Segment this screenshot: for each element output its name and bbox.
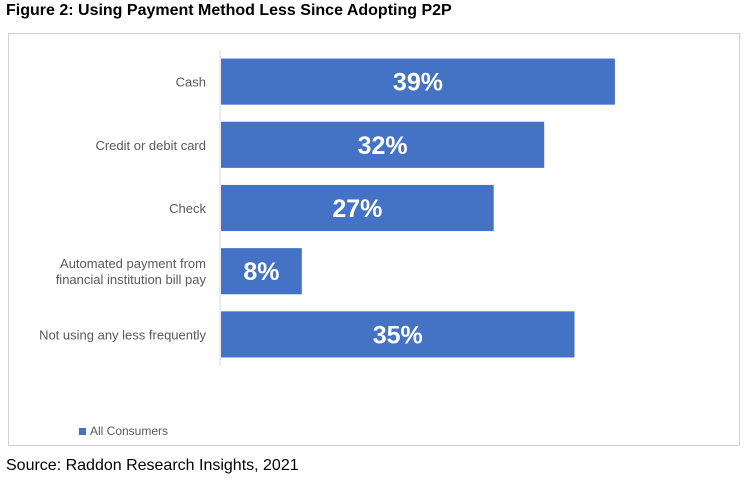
data-label: 39% bbox=[393, 69, 443, 97]
bar bbox=[221, 184, 494, 232]
legend-label: All Consumers bbox=[90, 424, 169, 438]
data-label: 32% bbox=[358, 132, 408, 160]
bar bbox=[221, 311, 575, 358]
bar bbox=[221, 58, 615, 105]
figure-title: Figure 2: Using Payment Method Less Sinc… bbox=[6, 2, 452, 19]
bar bbox=[221, 248, 302, 295]
source-note: Source: Raddon Research Insights, 2021 bbox=[6, 457, 299, 474]
category-label: Check bbox=[169, 201, 206, 216]
data-label: 35% bbox=[373, 321, 423, 349]
category-label: Cash bbox=[176, 75, 206, 90]
data-label: 27% bbox=[332, 195, 382, 223]
bar bbox=[221, 121, 545, 168]
category-label: Automated payment from financial institut… bbox=[56, 256, 207, 287]
category-label: Credit or debit card bbox=[95, 138, 206, 153]
data-label: 8% bbox=[243, 258, 279, 286]
category-label: Not using any less frequently bbox=[39, 327, 206, 342]
bar-chart: 39% Cash 32% Credit or debit card 27% Check 8%… bbox=[39, 50, 615, 366]
legend-swatch bbox=[79, 427, 86, 435]
chart-frame: 39% Cash 32% Credit or debit card 27% Check 8%… bbox=[8, 33, 740, 446]
legend: All Consumers bbox=[79, 424, 168, 438]
